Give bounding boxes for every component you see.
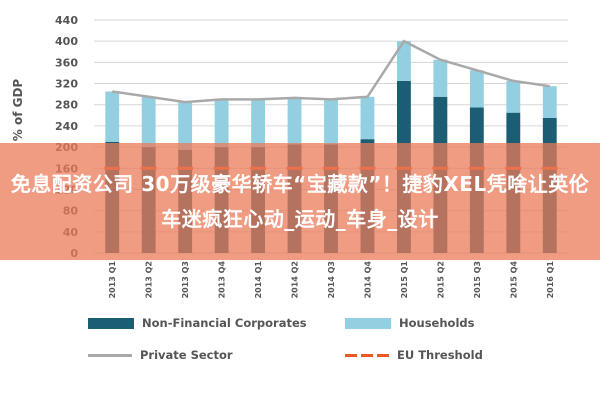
- legend-swatch-private-sector: [88, 353, 132, 357]
- legend-label-eu-threshold: EU Threshold: [397, 348, 483, 362]
- bar-households: [360, 96, 375, 140]
- legend-swatch-households: [345, 317, 391, 329]
- y-axis-label: % of GDP: [11, 79, 25, 142]
- y-tick-label: 240: [55, 120, 78, 133]
- y-tick-label: 440: [55, 14, 78, 27]
- legend-item-private-sector: Private Sector: [88, 345, 233, 365]
- bar-households: [433, 59, 448, 97]
- bar-households: [251, 99, 266, 148]
- bar-households: [105, 91, 120, 142]
- x-tick-label: 2013 Q2: [145, 261, 154, 298]
- legend-label-households: Households: [399, 316, 475, 330]
- bar-households: [469, 70, 484, 108]
- bar-households: [178, 102, 193, 150]
- x-tick-label: 2013 Q1: [108, 261, 117, 299]
- legend-item-eu-threshold: EU Threshold: [345, 345, 483, 365]
- bar-households: [141, 96, 156, 148]
- legend-swatch-non-financial-corporates: [88, 317, 134, 329]
- x-tick-label: 2013 Q3: [181, 261, 190, 298]
- legend-item-non-financial-corporates: Non-Financial Corporates: [88, 313, 307, 333]
- x-tick-label: 2015 Q4: [509, 261, 518, 299]
- x-tick-label: 2015 Q1: [400, 261, 409, 299]
- x-tick-label: 2015 Q2: [436, 261, 445, 298]
- bar-households: [287, 97, 302, 145]
- x-tick-label: 2016 Q1: [546, 261, 555, 299]
- y-tick-label: 400: [55, 35, 78, 48]
- overlay-banner[interactable]: 免息配资公司 30万级豪华轿车“宝藏款”！捷豹XEL凭啥让英伦车迷疯狂心动_运动…: [0, 143, 600, 260]
- legend-item-households: Households: [345, 313, 474, 333]
- x-tick-label: 2015 Q3: [473, 261, 482, 298]
- x-tick-label: 2014 Q1: [254, 261, 263, 299]
- legend-swatch-eu-threshold: [345, 353, 389, 357]
- bar-households: [506, 80, 521, 113]
- y-tick-label: 280: [55, 99, 78, 112]
- bar-households: [324, 99, 338, 145]
- bar-households: [542, 86, 557, 118]
- legend-label-private-sector: Private Sector: [140, 348, 233, 362]
- x-tick-label: 2014 Q3: [327, 261, 336, 298]
- overlay-title[interactable]: 免息配资公司 30万级豪华轿车“宝藏款”！捷豹XEL凭啥让英伦车迷疯狂心动_运动…: [10, 171, 590, 231]
- legend-label-non-financial-corporates: Non-Financial Corporates: [142, 316, 307, 330]
- bar-households: [396, 41, 411, 81]
- x-tick-label: 2014 Q2: [291, 261, 300, 298]
- y-tick-label: 360: [55, 56, 78, 69]
- bar-households: [214, 99, 229, 148]
- x-tick-label: 2014 Q4: [363, 261, 372, 299]
- x-axis-ticks: 2013 Q1 2013 Q2 2013 Q3 2013 Q4 2014 Q1 2014 …: [108, 261, 555, 299]
- y-tick-label: 320: [55, 78, 78, 91]
- line-private-sector: [112, 39, 550, 104]
- x-tick-label: 2013 Q4: [218, 261, 227, 299]
